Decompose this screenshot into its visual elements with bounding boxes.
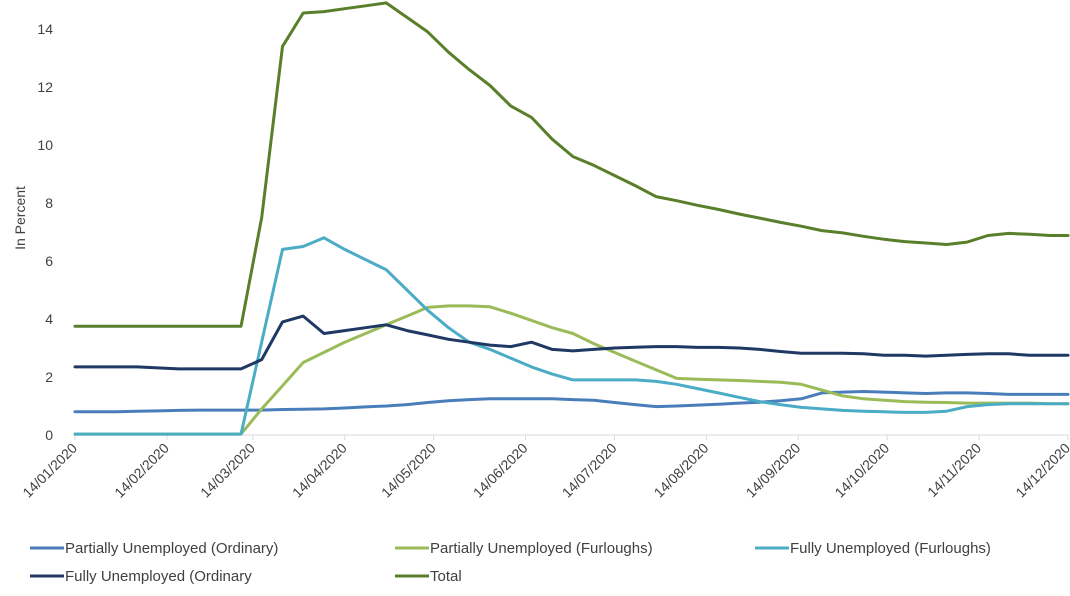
x-tick-label: 14/11/2020 (924, 440, 984, 500)
y-tick-label: 6 (45, 253, 53, 269)
legend-label: Partially Unemployed (Ordinary) (65, 540, 278, 557)
y-tick-label: 0 (45, 427, 53, 443)
series-lines (73, 1, 1070, 436)
y-tick-label: 2 (45, 369, 53, 385)
series-line (73, 304, 1070, 436)
x-tick-label: 14/09/2020 (743, 440, 804, 501)
legend-label: Fully Unemployed (Furloughs) (790, 540, 991, 557)
y-tick-label: 12 (37, 79, 53, 95)
x-tick-label: 14/08/2020 (651, 440, 712, 501)
legend-label: Total (430, 568, 462, 585)
x-tick-label: 14/03/2020 (197, 440, 258, 501)
y-tick-label: 14 (37, 21, 53, 37)
series-line (73, 390, 1070, 414)
legend-item: Partially Unemployed (Furloughs) (395, 540, 653, 557)
x-tick-label: 14/07/2020 (559, 440, 620, 501)
x-axis: 14/01/2020 14/02/2020 14/03/2020 14/04/2020… (19, 434, 1070, 501)
x-tick-label: 14/04/2020 (289, 440, 350, 501)
legend: Partially Unemployed (Ordinary) Partially… (30, 540, 991, 585)
series-line (73, 236, 1070, 436)
x-tick-label: 14/02/2020 (111, 440, 172, 501)
series-line (73, 1, 1070, 328)
legend-label: Partially Unemployed (Furloughs) (430, 540, 653, 557)
legend-item: Fully Unemployed (Ordinary (30, 568, 252, 585)
legend-item: Total (395, 568, 462, 585)
x-tick-label: 14/12/2020 (1012, 440, 1070, 501)
x-tick-label: 14/01/2020 (19, 440, 80, 501)
x-tick-label: 14/10/2020 (831, 440, 892, 501)
y-axis-ticks: 0 2 4 6 8 10 12 14 (37, 21, 53, 443)
legend-item: Fully Unemployed (Furloughs) (755, 540, 991, 557)
legend-label: Fully Unemployed (Ordinary (65, 568, 252, 585)
y-axis-title: In Percent (12, 186, 28, 250)
legend-item: Partially Unemployed (Ordinary) (30, 540, 278, 557)
y-tick-label: 4 (45, 311, 53, 327)
series-line (73, 314, 1070, 371)
x-tick-label: 14/06/2020 (470, 440, 531, 501)
y-tick-label: 10 (37, 137, 53, 153)
x-tick-label: 14/05/2020 (378, 440, 439, 501)
y-tick-label: 8 (45, 195, 53, 211)
